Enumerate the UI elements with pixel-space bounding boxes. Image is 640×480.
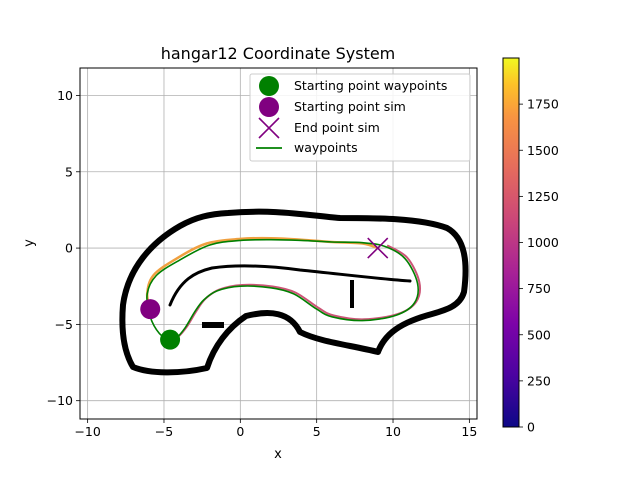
colorbar-tick-label: 0 [527, 420, 535, 435]
legend: Starting point waypoints Starting point … [249, 73, 471, 162]
markers [140, 237, 389, 350]
legend-label: End point sim [294, 120, 380, 135]
x-tick-label: 0 [236, 424, 244, 439]
y-tick-label: 5 [65, 164, 73, 179]
x-axis-label: x [274, 447, 282, 462]
legend-label: Starting point sim [294, 99, 406, 114]
colorbar-tick-label: 500 [527, 327, 551, 342]
x-tick-label: −10 [74, 424, 100, 439]
waypoints-line [146, 238, 419, 341]
map-outer-wall [119, 208, 469, 376]
legend-swatch-start-sim [259, 97, 279, 117]
legend-swatch-start-waypoints [259, 76, 279, 96]
starting-point-sim-marker [140, 299, 161, 320]
colorbar-gradient [502, 57, 520, 428]
y-tick-label: −10 [47, 393, 73, 408]
y-axis-label: y [22, 239, 37, 247]
colorbar-tick-label: 250 [527, 373, 551, 388]
y-tick-label: 0 [65, 241, 73, 256]
y-tick-label: −5 [55, 317, 73, 332]
map-obstacle [350, 280, 354, 308]
legend-swatch-end-sim [258, 117, 280, 139]
legend-box [249, 73, 471, 162]
grid-lines: −10 −5 0 5 10 15 −10 −5 0 5 10 [47, 68, 477, 439]
chart-title: hangar12 Coordinate System [161, 44, 396, 63]
legend-label: waypoints [294, 140, 358, 155]
y-tick-label: 10 [57, 88, 73, 103]
x-tick-label: 15 [461, 424, 477, 439]
legend-label: Starting point waypoints [294, 78, 447, 93]
sim-trajectory-line-late [171, 244, 421, 340]
hangar-map [119, 208, 469, 376]
starting-point-waypoints-marker [160, 329, 181, 350]
colorbar-tick-label: 1250 [527, 189, 559, 204]
colorbar-tick-label: 750 [527, 281, 551, 296]
x-tick-label: −5 [155, 424, 173, 439]
colorbar-tick-label: 1750 [527, 97, 559, 112]
map-inner-wall [168, 264, 412, 307]
end-point-sim-marker [367, 237, 389, 259]
colorbar: 0 250 500 750 1000 1250 1500 1750 [502, 57, 559, 435]
colorbar-ticks: 0 250 500 750 1000 1250 1500 1750 [519, 97, 559, 435]
colorbar-tick-label: 1500 [527, 143, 559, 158]
x-tick-label: 10 [385, 424, 401, 439]
plot-frame [79, 67, 478, 420]
trajectories [145, 236, 421, 341]
colorbar-tick-label: 1000 [527, 235, 559, 250]
x-tick-label: 5 [313, 424, 321, 439]
map-obstacle [202, 322, 224, 328]
